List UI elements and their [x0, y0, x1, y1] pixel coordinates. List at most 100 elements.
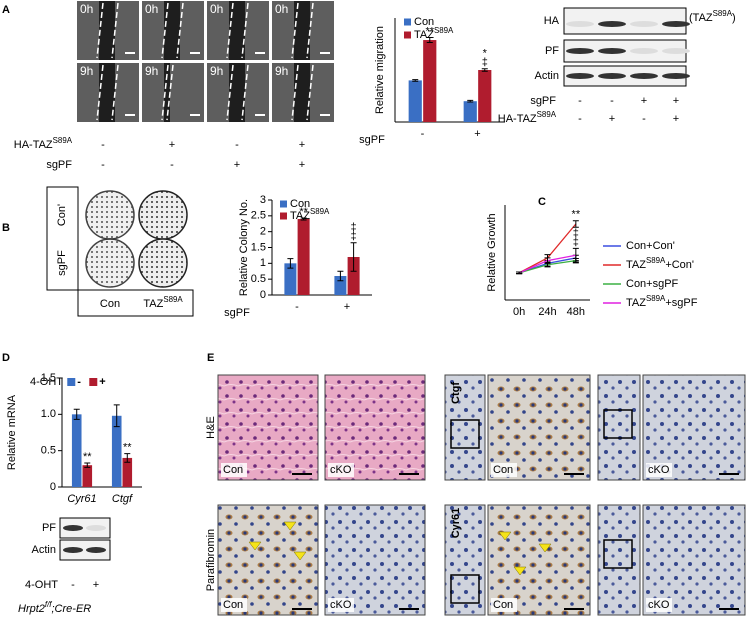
colony-plate	[85, 238, 135, 288]
blot-band	[630, 21, 658, 27]
blot-label: Actin	[535, 70, 559, 82]
legend-label-text: TAZ	[626, 259, 646, 271]
annotation: **	[123, 441, 132, 453]
wound-edge	[241, 64, 249, 121]
error-bar	[113, 404, 120, 428]
blot-box	[59, 539, 111, 561]
label-bg	[646, 598, 672, 612]
group-label: Con	[223, 599, 243, 611]
wound-edge	[161, 64, 169, 121]
error-bar	[572, 247, 579, 263]
blot-label: PF	[545, 45, 559, 57]
group-label: cKO	[330, 464, 352, 476]
condition-sign: -	[578, 113, 582, 125]
condition-sign: -	[101, 159, 105, 171]
condition-sign: +	[673, 95, 679, 107]
error-bar	[287, 258, 294, 269]
condition-label-sup: S89A	[537, 110, 557, 119]
micrograph	[217, 374, 319, 481]
column-label: TAZS89A	[143, 295, 183, 310]
blot-band	[598, 73, 626, 79]
arrowhead	[538, 543, 552, 553]
condition-sign: +	[169, 139, 175, 151]
bar	[284, 263, 297, 295]
blot-band	[86, 525, 106, 531]
condition-sign: -	[101, 139, 105, 151]
x-tick-label: +	[344, 301, 350, 313]
condition-label: HA-TAZS89A	[14, 136, 73, 151]
y-tick-label: 2	[260, 226, 266, 238]
blot-band	[63, 547, 83, 553]
error-bar	[300, 217, 307, 221]
blot-band	[662, 48, 690, 54]
micrograph	[487, 504, 591, 616]
legend-label: TAZS89A	[290, 207, 330, 222]
y-axis-label: Relative mRNA	[6, 394, 18, 470]
condition-sign: +	[299, 159, 305, 171]
y-tick-label: 1	[260, 257, 266, 269]
label-bg	[221, 598, 247, 612]
blot-band	[63, 525, 83, 531]
wound-gap	[164, 63, 170, 122]
blot-band	[630, 73, 658, 79]
blot-band	[662, 21, 690, 27]
blot-label: Actin	[32, 544, 56, 556]
bar	[297, 219, 310, 295]
condition-sign: -	[71, 579, 75, 591]
legend-label-sup: S89A	[310, 207, 330, 216]
condition-sign: +	[299, 139, 305, 151]
error-bar	[467, 99, 474, 103]
x-axis-label: sgPF	[224, 307, 250, 319]
legend-label: Con	[414, 16, 434, 28]
bar	[478, 70, 492, 122]
wound-edge	[111, 2, 119, 59]
x-tick-label: -	[295, 301, 299, 313]
condition-sign: -	[170, 159, 174, 171]
y-tick-label: 0.5	[251, 273, 266, 285]
blot-box	[563, 7, 687, 35]
x-axis-label: sgPF	[359, 134, 385, 146]
annotation: **	[572, 209, 581, 221]
legend-label-text: TAZ	[290, 210, 310, 222]
panel-letter: D	[2, 352, 10, 364]
condition-sign: -	[642, 113, 646, 125]
legend-label: Con	[290, 198, 310, 210]
legend-swatch	[404, 18, 411, 26]
panel-letter: E	[207, 352, 214, 364]
annotation: ‡	[351, 231, 357, 243]
label-bg	[646, 463, 672, 477]
y-axis-label: Relative migration	[374, 26, 386, 114]
stain-label: Ctgf	[450, 382, 462, 404]
colony-plate	[85, 190, 135, 240]
wound-edge	[226, 2, 234, 59]
legend-swatch	[280, 200, 287, 208]
panel-letter: A	[2, 4, 10, 16]
y-tick-label: 0	[50, 481, 56, 493]
legend-swatch	[89, 378, 98, 386]
legend-label: TAZS89A+sgPF	[626, 294, 698, 309]
group-label: Con	[493, 599, 513, 611]
error-bar	[84, 462, 91, 468]
legend-swatch	[280, 212, 287, 220]
y-tick-label: 2.5	[251, 210, 266, 222]
group-label: Con	[223, 464, 243, 476]
blot-note: (TAZS89A)	[689, 9, 736, 24]
error-bar	[481, 68, 488, 72]
wound-edge	[306, 64, 314, 121]
y-tick-label: 1.5	[41, 372, 56, 384]
column-label: Con	[100, 298, 120, 310]
error-bar	[124, 453, 131, 463]
error-bar	[350, 242, 357, 272]
annotation: **	[299, 206, 308, 218]
error-bar	[544, 257, 551, 264]
x-tick-label: Cyr61	[67, 493, 96, 505]
wound-edge	[306, 2, 314, 59]
error-bar	[516, 271, 523, 275]
wound-gap	[229, 63, 245, 122]
label-box	[46, 186, 79, 291]
label-bg	[491, 463, 517, 477]
micrograph	[324, 504, 426, 616]
blot-note-post: )	[732, 12, 736, 24]
